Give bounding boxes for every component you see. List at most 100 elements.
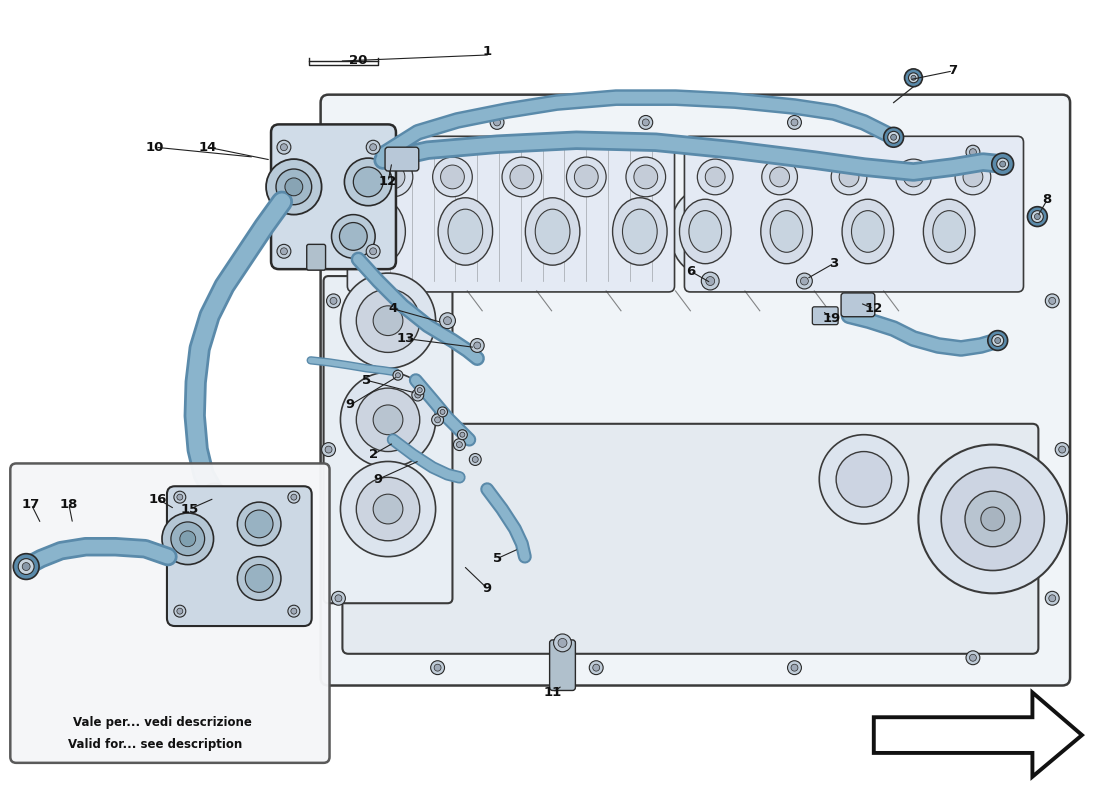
Text: 14: 14: [198, 141, 217, 154]
Circle shape: [1045, 591, 1059, 606]
Circle shape: [1045, 294, 1059, 308]
Ellipse shape: [843, 199, 893, 264]
Circle shape: [911, 75, 916, 80]
Ellipse shape: [351, 198, 406, 265]
Ellipse shape: [341, 187, 416, 276]
Circle shape: [471, 338, 484, 353]
Circle shape: [903, 167, 923, 187]
Circle shape: [491, 115, 504, 130]
FancyBboxPatch shape: [550, 640, 575, 690]
Ellipse shape: [933, 210, 966, 252]
Circle shape: [994, 338, 1001, 343]
FancyBboxPatch shape: [842, 293, 874, 317]
Circle shape: [891, 134, 896, 140]
Circle shape: [434, 664, 441, 671]
Circle shape: [997, 158, 1009, 170]
Circle shape: [706, 277, 715, 286]
Circle shape: [1000, 161, 1005, 167]
Circle shape: [373, 405, 403, 434]
Circle shape: [642, 119, 649, 126]
Circle shape: [177, 608, 183, 614]
Circle shape: [440, 313, 455, 329]
Circle shape: [453, 438, 465, 450]
Circle shape: [965, 491, 1021, 546]
Circle shape: [330, 298, 337, 304]
Text: Valid for... see description: Valid for... see description: [68, 738, 242, 751]
Text: 11: 11: [543, 686, 562, 699]
Circle shape: [904, 69, 923, 86]
FancyBboxPatch shape: [812, 307, 838, 325]
Circle shape: [431, 661, 444, 674]
Circle shape: [336, 149, 342, 156]
Text: 2: 2: [368, 448, 377, 461]
Circle shape: [411, 389, 424, 401]
Text: 9: 9: [483, 582, 492, 595]
Text: 3: 3: [829, 257, 839, 270]
Circle shape: [415, 392, 420, 398]
FancyBboxPatch shape: [342, 424, 1038, 654]
Circle shape: [290, 608, 297, 614]
Circle shape: [200, 483, 229, 511]
Circle shape: [458, 430, 468, 440]
Circle shape: [832, 159, 867, 194]
Text: 16: 16: [148, 493, 167, 506]
Circle shape: [888, 131, 900, 143]
Ellipse shape: [833, 188, 903, 275]
Circle shape: [326, 446, 332, 453]
Ellipse shape: [428, 187, 503, 276]
Circle shape: [373, 306, 403, 335]
Ellipse shape: [851, 210, 884, 252]
Circle shape: [22, 562, 30, 570]
Text: 12: 12: [865, 302, 883, 315]
Circle shape: [366, 244, 381, 258]
Circle shape: [801, 277, 808, 285]
Circle shape: [336, 595, 342, 602]
Circle shape: [276, 169, 311, 205]
FancyBboxPatch shape: [320, 94, 1070, 686]
Circle shape: [174, 606, 186, 617]
Circle shape: [918, 445, 1067, 594]
Circle shape: [788, 115, 802, 130]
Ellipse shape: [516, 187, 590, 276]
Circle shape: [340, 273, 436, 368]
Circle shape: [441, 165, 464, 189]
Circle shape: [13, 554, 40, 579]
Text: 5: 5: [362, 374, 371, 386]
Text: 1: 1: [483, 45, 492, 58]
Circle shape: [1055, 442, 1069, 457]
Circle shape: [431, 414, 443, 426]
Ellipse shape: [680, 199, 732, 264]
FancyBboxPatch shape: [307, 244, 326, 270]
Text: passion: passion: [590, 429, 1040, 530]
Circle shape: [238, 502, 280, 546]
Ellipse shape: [536, 209, 570, 254]
Circle shape: [331, 146, 345, 159]
Circle shape: [170, 522, 205, 556]
Circle shape: [1058, 446, 1066, 453]
FancyBboxPatch shape: [348, 136, 674, 292]
Circle shape: [470, 454, 481, 466]
Circle shape: [770, 167, 790, 187]
Circle shape: [502, 157, 541, 197]
Circle shape: [356, 478, 420, 541]
Circle shape: [238, 557, 280, 600]
Text: 7: 7: [948, 64, 958, 78]
Circle shape: [909, 73, 918, 82]
Circle shape: [280, 144, 287, 150]
Circle shape: [417, 388, 422, 393]
Circle shape: [796, 273, 812, 289]
Circle shape: [280, 248, 287, 254]
Polygon shape: [873, 693, 1082, 777]
Circle shape: [836, 451, 892, 507]
Circle shape: [340, 222, 367, 250]
Circle shape: [705, 167, 725, 187]
Ellipse shape: [689, 210, 722, 252]
Circle shape: [440, 410, 446, 414]
Text: Vale per... vedi descrizione: Vale per... vedi descrizione: [73, 716, 252, 729]
Circle shape: [634, 165, 658, 189]
Circle shape: [566, 157, 606, 197]
Ellipse shape: [361, 209, 396, 254]
Circle shape: [1032, 210, 1043, 222]
Circle shape: [340, 372, 436, 467]
Circle shape: [393, 370, 403, 380]
